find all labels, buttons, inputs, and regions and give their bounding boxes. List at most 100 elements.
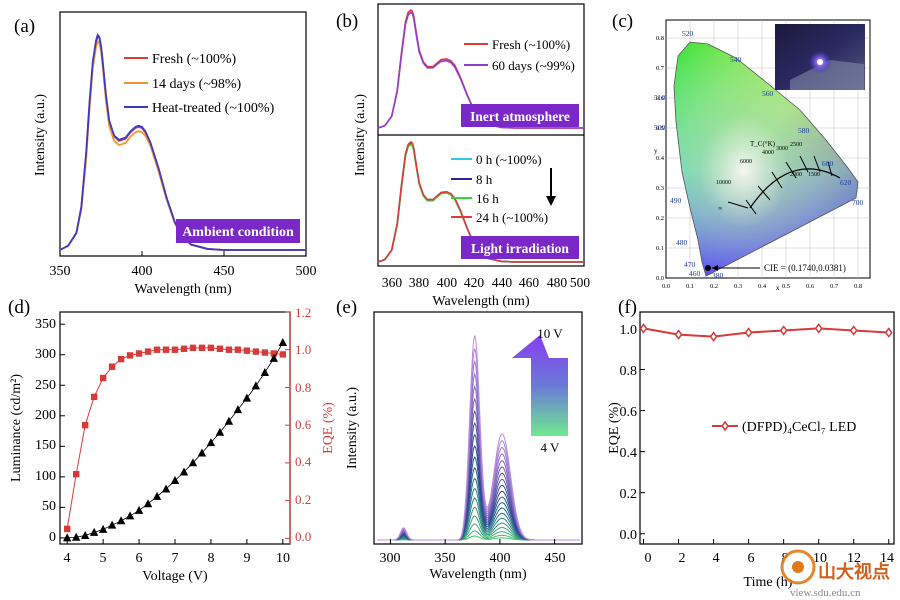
ytick-label: 350	[35, 317, 56, 332]
xtick-label: 14	[880, 551, 894, 566]
panel-b-legend-top: Fresh (~100%) 60 days (~99%)	[464, 37, 575, 73]
xtick-label: 0.8	[854, 283, 862, 290]
ytick-label: 0.0	[620, 528, 638, 543]
xtick-label: 0.7	[830, 283, 839, 290]
panel-d-yticks-right: 0.0 0.2 0.4 0.6 0.8 1.0 1.2	[295, 305, 312, 544]
ytick-label: 0.4	[620, 446, 638, 461]
wl-label: 460	[689, 269, 701, 278]
cct-label: 1500	[808, 172, 820, 178]
panel-a-badge	[176, 219, 300, 243]
eqe-time-marker	[779, 325, 788, 336]
ytick-label: 0.2	[656, 215, 664, 222]
eqe-square-marker	[234, 346, 242, 353]
xtick-label: 420	[464, 275, 485, 290]
ytick-label: 0.5	[656, 125, 664, 132]
wl-label: 380	[712, 271, 724, 280]
eqe-square-marker	[135, 350, 143, 357]
luminance-triangle-marker	[62, 533, 72, 542]
eqe-square-marker	[189, 344, 197, 352]
wavelength-labels: 520 540 560 580 600 620 700 510 500 490 …	[654, 29, 864, 280]
panel-a: (a) Intensity (a.u.) 350 400 450 500 Wav…	[14, 11, 317, 297]
cie-ylabel: y	[654, 147, 658, 155]
eqe-square-marker	[90, 393, 98, 401]
eqe-square-marker	[171, 346, 179, 353]
cie-xticks: 0.0 0.1 0.2 0.3 0.4 0.5 0.6 0.7 0.8	[662, 283, 862, 290]
luminance-triangle-marker	[98, 524, 108, 533]
panel-e-xticks: 300 350 400 450	[380, 551, 566, 566]
xtick-label: 2	[679, 551, 686, 566]
eqe-square-marker	[261, 349, 269, 356]
legend-entry: Heat-treated (~100%)	[152, 101, 275, 116]
ytick-label: 200	[35, 408, 56, 423]
device-photo	[775, 24, 865, 90]
xtick-label: 400	[437, 275, 458, 290]
ytick-label: 0.2	[620, 487, 638, 502]
luminance-triangle-marker	[179, 467, 189, 476]
xtick-label: 350	[435, 551, 456, 566]
xtick-label: 440	[492, 275, 513, 290]
panel-b-badge-bottom-text: Light irradiation	[471, 241, 569, 256]
eqe-square-marker	[99, 374, 107, 382]
xtick-label: 380	[409, 275, 430, 290]
planck-label: T_C(°K)	[750, 140, 776, 148]
luminance-triangle-marker	[107, 520, 117, 529]
wl-label: 510	[654, 93, 666, 102]
panel-d-yticks-left: 0 50 100 150 200 250 300 350	[35, 317, 56, 545]
xtick-label: 450	[214, 264, 235, 279]
ytick-label: 0.8	[295, 380, 311, 395]
panel-f-xlabel: Time (h)	[744, 575, 793, 590]
wl-label: 620	[840, 178, 852, 187]
eqe-square-marker	[207, 344, 215, 352]
cct-isotherms	[727, 155, 833, 215]
xtick-label: 4	[713, 551, 720, 566]
ytick-label: 150	[35, 438, 56, 453]
panel-b-badge-top	[461, 104, 579, 127]
xtick-label: 5	[100, 551, 107, 566]
legend-entry: 0 h (~100%)	[476, 152, 542, 167]
legend-entry: 14 days (~98%)	[152, 77, 242, 92]
panel-b-xticks: 360 380 400 420 440 460 480 500	[382, 275, 591, 290]
panel-b-label: (b)	[336, 11, 358, 32]
cie-yticks: 0.0 0.1 0.2 0.3 0.4 0.5 0.6 0.7 0.8	[656, 35, 665, 282]
watermark-url: view.sdu.edu.cn	[790, 587, 861, 599]
panel-d-ylabel-right: EQE (%)	[321, 402, 336, 454]
voltage-arrow-bottom-label: 4 V	[541, 440, 561, 455]
panel-b-ylabel: Intensity (a.u.)	[353, 94, 368, 176]
watermark-eye-pupil	[792, 561, 804, 573]
luminance-triangle-marker	[188, 458, 198, 467]
panel-d: (d) 0 50 100 150 200 250 300 350 0.0 0.2…	[8, 297, 336, 584]
panel-e-xlabel: Wavelength (nm)	[429, 567, 527, 582]
cie-locus	[673, 41, 859, 277]
legend-entry: 24 h (~100%)	[476, 210, 548, 225]
voltage-arrow-top-label: 10 V	[537, 326, 563, 341]
ytick-label: 0.8	[620, 364, 638, 379]
panel-a-legend: Fresh (~100%) 14 days (~98%) Heat-treate…	[124, 52, 275, 116]
eqe-square-marker	[216, 345, 224, 352]
luminance-triangle-marker	[206, 438, 216, 447]
wl-label: 500	[654, 123, 666, 132]
xtick-label: 0.5	[782, 283, 790, 290]
xtick-label: 450	[545, 551, 566, 566]
luminance-triangle-marker	[197, 448, 207, 457]
eqe-square-marker	[126, 352, 134, 359]
xtick-label: 500	[296, 264, 317, 279]
panel-c-frame	[665, 19, 871, 279]
xtick-label: 350	[50, 264, 71, 279]
eqe-square-marker	[117, 355, 125, 363]
trend-arrow-head	[546, 196, 556, 206]
cct-label: ∞	[718, 206, 722, 212]
series-line	[59, 39, 306, 251]
legend-entry: 16 h	[476, 191, 499, 206]
xtick-label: 360	[382, 275, 403, 290]
eqe-square-marker	[243, 347, 251, 354]
series-line	[59, 33, 306, 251]
panel-b-badge-top-text: Inert atmosphere	[470, 109, 570, 124]
luminance-line	[67, 342, 284, 539]
luminance-triangle-marker	[80, 530, 90, 539]
xtick-label: 0.1	[686, 283, 694, 290]
luminance-triangle-marker	[143, 499, 153, 508]
ytick-label: 0.4	[656, 155, 665, 162]
eqe-square-marker	[63, 525, 71, 533]
wl-label: 540	[730, 55, 742, 64]
eqe-square-marker	[153, 346, 161, 353]
